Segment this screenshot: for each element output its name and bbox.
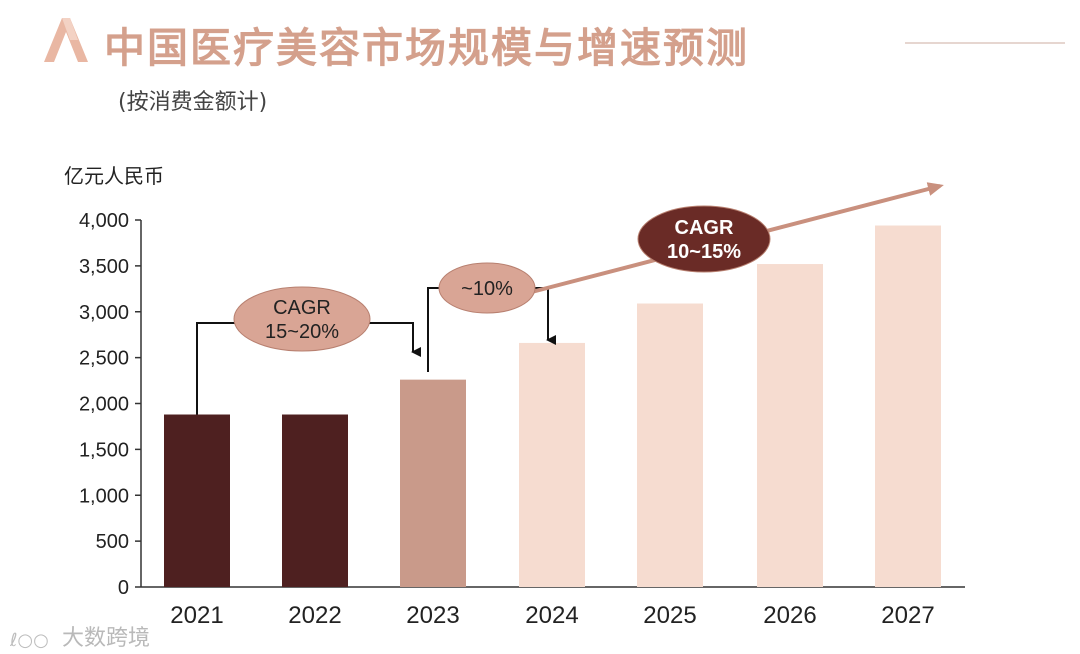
x-tick-label: 2022 [288,602,341,629]
annotation-label: 10~15% [667,241,741,263]
x-tick-label: 2027 [881,602,934,629]
annotation-label: CAGR [273,297,331,319]
annotation-bubble-2 [438,262,536,314]
svg-text:ℓ○○: ℓ○○ [10,630,49,650]
y-tick-label: 3,000 [79,302,129,324]
annotation-bubble-1 [233,286,371,352]
y-tick-label: 4,000 [79,210,129,232]
bar-2026 [757,264,823,587]
annotation-bubble-3 [637,205,771,273]
x-tick-label: 2023 [406,602,459,629]
y-tick-label: 1,000 [79,485,129,507]
watermark-logo-icon: ℓ○○ [10,630,49,650]
y-axis-unit-label: 亿元人民币 [64,164,164,188]
y-tick-label: 500 [96,531,129,553]
bar-2021 [164,414,230,587]
annotation-label: ~10% [461,278,513,300]
bar-2024 [519,342,585,587]
annotation-label: 15~20% [265,321,339,343]
bar-2025 [637,303,703,587]
title-divider [905,42,1065,44]
bar-2023 [400,379,466,587]
y-tick-label: 0 [118,577,129,599]
x-tick-label: 2026 [763,602,816,629]
x-tick-label: 2025 [643,602,696,629]
page-subtitle: (按消费金额计) [118,90,268,115]
y-tick-label: 3,500 [79,256,129,278]
watermark: ℓ○○ 大数跨境 [10,620,150,652]
watermark-text: 大数跨境 [62,626,151,651]
y-tick-label: 2,500 [79,348,129,370]
annotation-label: CAGR [675,217,734,239]
x-tick-label: 2021 [170,602,223,629]
y-tick-label: 2,000 [79,394,129,416]
bar-2027 [875,225,941,587]
y-tick-label: 1,500 [79,439,129,461]
page-title: 中国医疗美容市场规模与增速预测 [104,24,749,72]
x-tick-label: 2024 [525,602,578,629]
brand-logo-icon [44,18,88,62]
bar-2022 [282,414,348,587]
